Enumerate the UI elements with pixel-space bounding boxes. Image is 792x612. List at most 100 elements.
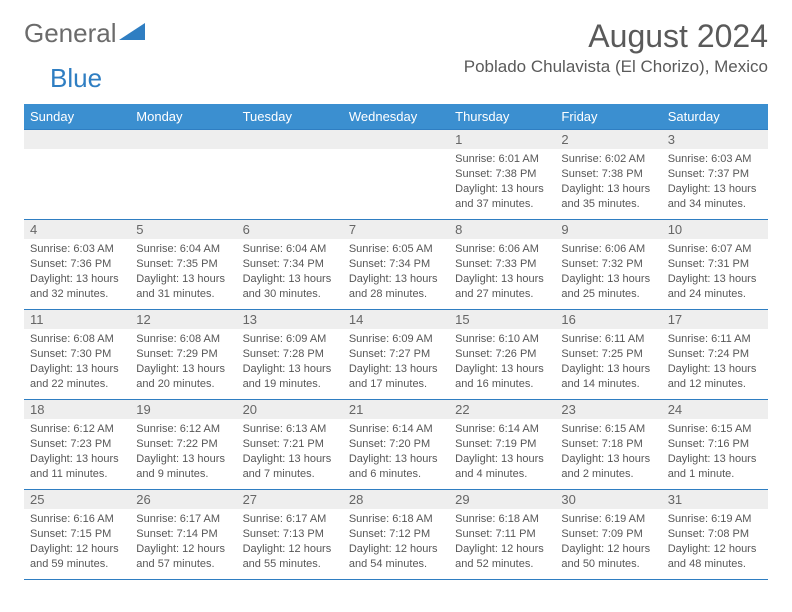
calendar-cell: 21Sunrise: 6:14 AMSunset: 7:20 PMDayligh… (343, 400, 449, 490)
day-number: 23 (555, 400, 661, 419)
day-details: Sunrise: 6:14 AMSunset: 7:19 PMDaylight:… (449, 419, 555, 485)
calendar-cell: 18Sunrise: 6:12 AMSunset: 7:23 PMDayligh… (24, 400, 130, 490)
calendar-cell (237, 130, 343, 220)
calendar-week-row: 18Sunrise: 6:12 AMSunset: 7:23 PMDayligh… (24, 400, 768, 490)
calendar-cell: 23Sunrise: 6:15 AMSunset: 7:18 PMDayligh… (555, 400, 661, 490)
day-details: Sunrise: 6:06 AMSunset: 7:33 PMDaylight:… (449, 239, 555, 305)
calendar-cell: 20Sunrise: 6:13 AMSunset: 7:21 PMDayligh… (237, 400, 343, 490)
weekday-header: Thursday (449, 104, 555, 130)
day-details: Sunrise: 6:18 AMSunset: 7:11 PMDaylight:… (449, 509, 555, 575)
day-number-empty (237, 130, 343, 149)
day-details: Sunrise: 6:11 AMSunset: 7:25 PMDaylight:… (555, 329, 661, 395)
day-details: Sunrise: 6:05 AMSunset: 7:34 PMDaylight:… (343, 239, 449, 305)
day-number-empty (343, 130, 449, 149)
day-details: Sunrise: 6:12 AMSunset: 7:23 PMDaylight:… (24, 419, 130, 485)
weekday-header-row: SundayMondayTuesdayWednesdayThursdayFrid… (24, 104, 768, 130)
day-number: 10 (662, 220, 768, 239)
day-number: 18 (24, 400, 130, 419)
day-details: Sunrise: 6:10 AMSunset: 7:26 PMDaylight:… (449, 329, 555, 395)
calendar-body: 1Sunrise: 6:01 AMSunset: 7:38 PMDaylight… (24, 130, 768, 580)
calendar-cell: 4Sunrise: 6:03 AMSunset: 7:36 PMDaylight… (24, 220, 130, 310)
day-details: Sunrise: 6:17 AMSunset: 7:13 PMDaylight:… (237, 509, 343, 575)
day-number: 16 (555, 310, 661, 329)
calendar-cell: 29Sunrise: 6:18 AMSunset: 7:11 PMDayligh… (449, 490, 555, 580)
day-number: 22 (449, 400, 555, 419)
day-number: 11 (24, 310, 130, 329)
logo-word-1: General (24, 18, 117, 49)
day-number: 7 (343, 220, 449, 239)
calendar-cell: 5Sunrise: 6:04 AMSunset: 7:35 PMDaylight… (130, 220, 236, 310)
calendar-cell: 31Sunrise: 6:19 AMSunset: 7:08 PMDayligh… (662, 490, 768, 580)
day-details: Sunrise: 6:15 AMSunset: 7:16 PMDaylight:… (662, 419, 768, 485)
day-number: 13 (237, 310, 343, 329)
day-number: 3 (662, 130, 768, 149)
calendar-cell: 8Sunrise: 6:06 AMSunset: 7:33 PMDaylight… (449, 220, 555, 310)
calendar-week-row: 11Sunrise: 6:08 AMSunset: 7:30 PMDayligh… (24, 310, 768, 400)
day-details: Sunrise: 6:09 AMSunset: 7:27 PMDaylight:… (343, 329, 449, 395)
calendar-cell: 19Sunrise: 6:12 AMSunset: 7:22 PMDayligh… (130, 400, 236, 490)
day-details: Sunrise: 6:12 AMSunset: 7:22 PMDaylight:… (130, 419, 236, 485)
day-number: 12 (130, 310, 236, 329)
calendar-cell: 3Sunrise: 6:03 AMSunset: 7:37 PMDaylight… (662, 130, 768, 220)
day-number: 4 (24, 220, 130, 239)
title-block: August 2024 Poblado Chulavista (El Chori… (464, 18, 768, 77)
calendar-week-row: 25Sunrise: 6:16 AMSunset: 7:15 PMDayligh… (24, 490, 768, 580)
calendar-cell: 7Sunrise: 6:05 AMSunset: 7:34 PMDaylight… (343, 220, 449, 310)
day-details: Sunrise: 6:14 AMSunset: 7:20 PMDaylight:… (343, 419, 449, 485)
day-number-empty (130, 130, 236, 149)
calendar-cell: 6Sunrise: 6:04 AMSunset: 7:34 PMDaylight… (237, 220, 343, 310)
day-number: 26 (130, 490, 236, 509)
day-number: 29 (449, 490, 555, 509)
calendar-cell: 28Sunrise: 6:18 AMSunset: 7:12 PMDayligh… (343, 490, 449, 580)
calendar-cell: 9Sunrise: 6:06 AMSunset: 7:32 PMDaylight… (555, 220, 661, 310)
day-details: Sunrise: 6:08 AMSunset: 7:30 PMDaylight:… (24, 329, 130, 395)
calendar-cell (343, 130, 449, 220)
day-number: 31 (662, 490, 768, 509)
calendar-cell: 15Sunrise: 6:10 AMSunset: 7:26 PMDayligh… (449, 310, 555, 400)
day-number: 27 (237, 490, 343, 509)
weekday-header: Sunday (24, 104, 130, 130)
calendar-cell: 2Sunrise: 6:02 AMSunset: 7:38 PMDaylight… (555, 130, 661, 220)
location-subtitle: Poblado Chulavista (El Chorizo), Mexico (464, 57, 768, 77)
calendar-cell: 17Sunrise: 6:11 AMSunset: 7:24 PMDayligh… (662, 310, 768, 400)
day-number: 28 (343, 490, 449, 509)
weekday-header: Wednesday (343, 104, 449, 130)
day-details: Sunrise: 6:06 AMSunset: 7:32 PMDaylight:… (555, 239, 661, 305)
day-number: 30 (555, 490, 661, 509)
day-number: 20 (237, 400, 343, 419)
day-number: 6 (237, 220, 343, 239)
day-details: Sunrise: 6:15 AMSunset: 7:18 PMDaylight:… (555, 419, 661, 485)
calendar-cell: 26Sunrise: 6:17 AMSunset: 7:14 PMDayligh… (130, 490, 236, 580)
day-number-empty (24, 130, 130, 149)
weekday-header: Tuesday (237, 104, 343, 130)
day-details: Sunrise: 6:04 AMSunset: 7:35 PMDaylight:… (130, 239, 236, 305)
calendar-cell: 14Sunrise: 6:09 AMSunset: 7:27 PMDayligh… (343, 310, 449, 400)
calendar-cell: 1Sunrise: 6:01 AMSunset: 7:38 PMDaylight… (449, 130, 555, 220)
day-number: 8 (449, 220, 555, 239)
calendar-cell: 22Sunrise: 6:14 AMSunset: 7:19 PMDayligh… (449, 400, 555, 490)
day-number: 15 (449, 310, 555, 329)
logo-triangle-icon (119, 20, 145, 47)
day-details: Sunrise: 6:11 AMSunset: 7:24 PMDaylight:… (662, 329, 768, 395)
day-details: Sunrise: 6:02 AMSunset: 7:38 PMDaylight:… (555, 149, 661, 215)
day-details: Sunrise: 6:09 AMSunset: 7:28 PMDaylight:… (237, 329, 343, 395)
day-number: 21 (343, 400, 449, 419)
day-details: Sunrise: 6:08 AMSunset: 7:29 PMDaylight:… (130, 329, 236, 395)
calendar-cell: 11Sunrise: 6:08 AMSunset: 7:30 PMDayligh… (24, 310, 130, 400)
calendar-week-row: 4Sunrise: 6:03 AMSunset: 7:36 PMDaylight… (24, 220, 768, 310)
calendar-cell: 12Sunrise: 6:08 AMSunset: 7:29 PMDayligh… (130, 310, 236, 400)
day-number: 25 (24, 490, 130, 509)
calendar-cell: 24Sunrise: 6:15 AMSunset: 7:16 PMDayligh… (662, 400, 768, 490)
logo-word-2: Blue (50, 63, 102, 93)
weekday-header: Friday (555, 104, 661, 130)
day-number: 14 (343, 310, 449, 329)
day-number: 9 (555, 220, 661, 239)
day-details: Sunrise: 6:03 AMSunset: 7:36 PMDaylight:… (24, 239, 130, 305)
calendar-cell: 13Sunrise: 6:09 AMSunset: 7:28 PMDayligh… (237, 310, 343, 400)
calendar-cell: 30Sunrise: 6:19 AMSunset: 7:09 PMDayligh… (555, 490, 661, 580)
day-number: 2 (555, 130, 661, 149)
day-details: Sunrise: 6:01 AMSunset: 7:38 PMDaylight:… (449, 149, 555, 215)
weekday-header: Saturday (662, 104, 768, 130)
day-details: Sunrise: 6:13 AMSunset: 7:21 PMDaylight:… (237, 419, 343, 485)
month-title: August 2024 (464, 18, 768, 55)
